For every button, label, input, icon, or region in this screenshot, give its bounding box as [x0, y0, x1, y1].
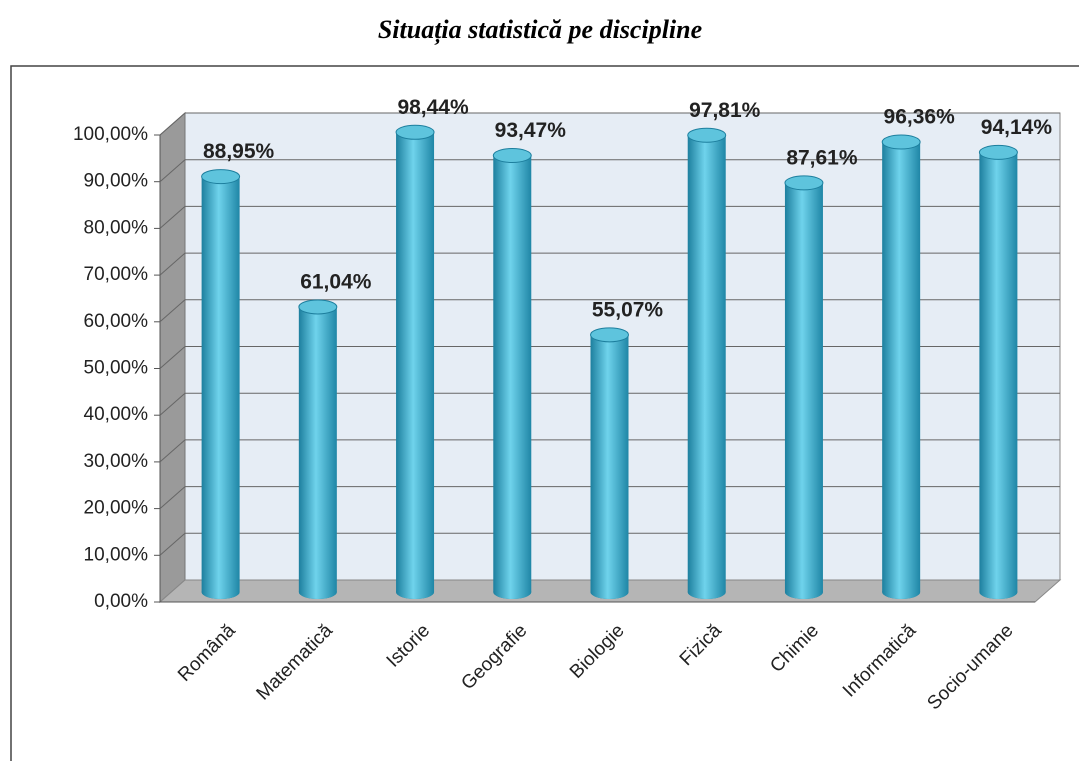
x-tick-label: Matematică: [253, 620, 338, 705]
value-label: 87,61%: [786, 146, 858, 169]
value-label: 96,36%: [884, 106, 956, 129]
bar: [201, 176, 240, 600]
value-label: 94,14%: [981, 116, 1053, 139]
x-tick-label: Geografie: [458, 620, 532, 694]
grid-line: [159, 532, 186, 556]
bar-top: [784, 175, 824, 191]
y-tick-label: 70,00%: [84, 264, 149, 285]
chart-title: Situația statistică pe discipline: [378, 15, 702, 45]
x-tick-label: Informatică: [839, 620, 921, 702]
grid-line: [159, 112, 186, 136]
bar-top: [978, 144, 1018, 160]
x-tick-label: Istorie: [383, 620, 434, 671]
grid-line: [159, 392, 186, 416]
bar-top: [881, 134, 921, 150]
y-tick-label: 20,00%: [84, 498, 149, 519]
x-tick-label: Biologie: [566, 620, 629, 683]
bar: [298, 306, 337, 600]
bar: [882, 141, 921, 600]
grid-line: [159, 346, 186, 369]
y-tick-label: 30,00%: [84, 451, 149, 472]
y-tick-label: 90,00%: [84, 171, 149, 192]
y-tick-label: 100,00%: [73, 124, 148, 145]
bar: [590, 334, 629, 600]
bar-top: [395, 124, 435, 140]
bar: [784, 182, 823, 600]
value-label: 97,81%: [689, 99, 761, 122]
grid-line: [159, 486, 186, 509]
bar-top: [687, 127, 727, 143]
y-tick-label: 10,00%: [84, 544, 149, 565]
x-tick-label: Română: [174, 620, 240, 686]
value-label: 88,95%: [203, 140, 275, 163]
y-tick-label: 40,00%: [84, 404, 149, 425]
x-tick-label: Socio-umane: [923, 620, 1017, 714]
value-label: 55,07%: [592, 298, 664, 321]
bar: [493, 155, 532, 600]
bar-top: [590, 327, 629, 343]
grid-line: [159, 159, 186, 183]
grid-line: [159, 252, 186, 276]
x-tick-label: Fizică: [676, 620, 726, 670]
grid-line: [159, 299, 186, 323]
chart-frame: [10, 65, 1079, 761]
grid-line: [159, 439, 186, 463]
bar: [687, 135, 726, 600]
bar-top: [492, 147, 532, 163]
bar-top: [201, 169, 241, 185]
bar: [979, 152, 1018, 600]
value-label: 61,04%: [300, 270, 372, 293]
bar: [396, 132, 435, 600]
grid-line: [159, 206, 186, 229]
y-tick-label: 80,00%: [84, 217, 149, 238]
y-tick-label: 50,00%: [84, 358, 149, 379]
y-tick-label: 60,00%: [84, 311, 149, 332]
y-tick-label: 0,00%: [94, 591, 148, 612]
value-label: 93,47%: [495, 119, 567, 142]
x-tick-label: Chimie: [766, 620, 823, 677]
value-label: 98,44%: [397, 96, 469, 119]
bar-top: [298, 299, 338, 315]
